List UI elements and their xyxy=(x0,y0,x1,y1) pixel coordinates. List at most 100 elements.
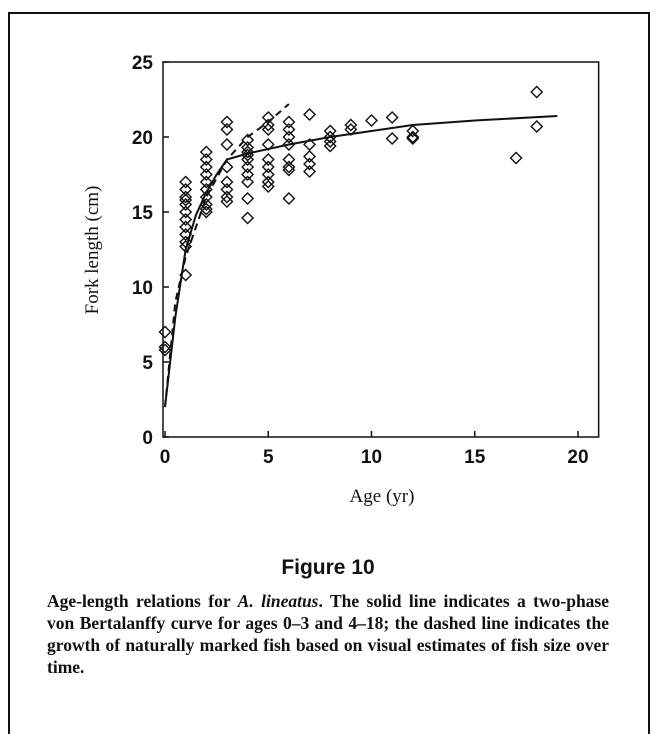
data-point xyxy=(282,138,296,151)
data-point xyxy=(179,220,193,234)
data-point xyxy=(282,123,296,136)
y-tick-label: 15 xyxy=(132,203,154,224)
y-axis-label: Fork length (cm) xyxy=(82,186,103,315)
data-point xyxy=(241,160,255,174)
data-point xyxy=(344,118,358,132)
data-point xyxy=(199,190,213,204)
data-point xyxy=(323,135,337,148)
data-point xyxy=(261,118,275,132)
data-point xyxy=(282,115,296,129)
data-point xyxy=(199,198,213,211)
data-point xyxy=(303,138,317,151)
data-point xyxy=(220,190,234,204)
data-point xyxy=(261,138,275,151)
data-point xyxy=(385,132,399,145)
x-tick-label: 20 xyxy=(567,447,588,468)
y-tick-label: 10 xyxy=(132,278,153,299)
page: Age (yr) Fork length (cm) 0 5 10 15 20 0 5 10 15… xyxy=(8,12,650,734)
data-point xyxy=(220,183,234,196)
data-point xyxy=(323,130,337,144)
data-point xyxy=(179,268,193,282)
data-point xyxy=(199,153,213,166)
data-point xyxy=(241,168,255,181)
data-point xyxy=(509,151,523,165)
data-point xyxy=(199,202,213,216)
data-point xyxy=(303,150,317,163)
data-point xyxy=(344,123,358,136)
data-point xyxy=(241,148,255,162)
data-point xyxy=(220,123,234,136)
data-point xyxy=(241,133,255,147)
caption-text: . The solid line indicates a two-phase v… xyxy=(47,591,610,677)
frame xyxy=(8,12,650,734)
data-point xyxy=(530,85,544,99)
data-point xyxy=(261,168,275,181)
data-point xyxy=(261,153,275,166)
data-point xyxy=(220,160,234,174)
data-point xyxy=(199,145,213,159)
data-point xyxy=(241,145,255,159)
data-point xyxy=(385,111,399,124)
y-tick-label: 20 xyxy=(132,128,153,149)
data-point xyxy=(220,175,234,189)
data-point xyxy=(261,175,275,189)
plot-frame xyxy=(162,61,600,438)
fit-line xyxy=(164,103,290,408)
fit-line xyxy=(164,115,558,408)
data-point xyxy=(179,228,193,241)
data-point xyxy=(261,123,275,136)
x-tick-label: 0 xyxy=(160,447,171,468)
data-point xyxy=(158,340,172,354)
x-axis-label: Age (yr) xyxy=(350,486,415,507)
data-point xyxy=(179,193,193,207)
y-tick-label: 25 xyxy=(132,53,154,74)
data-point xyxy=(282,160,296,174)
y-tick-label: 0 xyxy=(142,428,153,449)
data-point xyxy=(303,108,317,121)
data-point xyxy=(241,175,255,189)
data-point xyxy=(179,213,193,226)
data-point xyxy=(241,211,255,225)
data-point xyxy=(179,240,193,253)
data-point xyxy=(199,160,213,174)
data-point xyxy=(303,165,317,178)
chart: Age (yr) Fork length (cm) 0 5 10 15 20 0 5 10 15… xyxy=(82,53,600,507)
data-point xyxy=(179,235,193,249)
data-point xyxy=(406,132,420,145)
data-point xyxy=(220,195,234,208)
data-point xyxy=(199,168,213,181)
data-point xyxy=(282,153,296,166)
caption-species: A. lineatus xyxy=(237,591,319,611)
data-point xyxy=(241,192,255,205)
data-point xyxy=(261,180,275,193)
data-point xyxy=(179,198,193,211)
data-point xyxy=(179,190,193,204)
data-point xyxy=(179,183,193,196)
data-point xyxy=(158,343,172,357)
data-point xyxy=(530,120,544,133)
data-point xyxy=(220,115,234,129)
x-tick-label: 5 xyxy=(263,447,274,468)
figure-label: Figure 10 xyxy=(281,556,375,579)
data-point xyxy=(261,160,275,174)
data-point xyxy=(220,138,234,151)
data-point xyxy=(179,205,193,219)
data-point xyxy=(365,114,378,127)
data-point xyxy=(241,141,255,154)
y-tick-label: 5 xyxy=(142,353,153,374)
data-point xyxy=(158,325,172,339)
data-point xyxy=(406,124,420,138)
x-tick-label: 15 xyxy=(464,447,486,468)
caption-text: Age-length relations for xyxy=(47,591,238,611)
data-point xyxy=(303,157,317,171)
data-point xyxy=(282,192,296,205)
data-point xyxy=(282,130,296,144)
data-point xyxy=(323,139,337,153)
data-point xyxy=(179,175,193,189)
data-point xyxy=(199,175,213,189)
caption: Age-length relations for A. lineatus. Th… xyxy=(47,590,609,678)
data-point xyxy=(261,111,275,124)
data-point xyxy=(199,183,213,196)
data-point xyxy=(406,130,420,144)
x-tick-label: 10 xyxy=(361,447,382,468)
